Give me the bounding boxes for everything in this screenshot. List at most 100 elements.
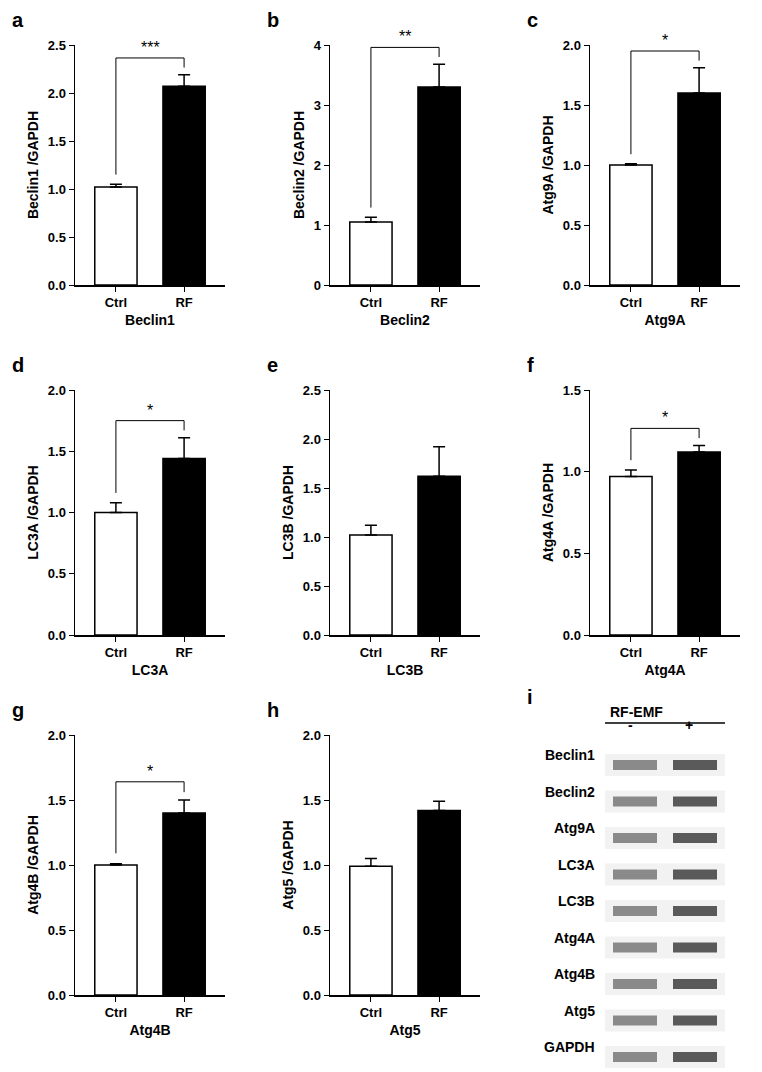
- svg-text:Beclin2 /GAPDH: Beclin2 /GAPDH: [291, 111, 307, 219]
- svg-text:1: 1: [314, 218, 321, 233]
- svg-text:Atg9A /GAPDH: Atg9A /GAPDH: [540, 115, 556, 214]
- svg-text:*: *: [662, 409, 668, 426]
- svg-text:LC3A /GAPDH: LC3A /GAPDH: [25, 465, 41, 559]
- svg-text:Atg4B: Atg4B: [554, 966, 595, 982]
- svg-text:RF: RF: [430, 295, 447, 310]
- svg-text:RF: RF: [175, 645, 192, 660]
- svg-text:1.0: 1.0: [303, 858, 321, 873]
- svg-text:0.0: 0.0: [48, 278, 66, 293]
- svg-text:RF-EMF: RF-EMF: [610, 704, 663, 720]
- svg-text:RF: RF: [430, 645, 447, 660]
- svg-text:+: +: [685, 717, 693, 733]
- svg-text:RF: RF: [690, 295, 707, 310]
- svg-text:1.0: 1.0: [563, 158, 581, 173]
- svg-text:LC3B: LC3B: [387, 662, 424, 678]
- svg-text:***: ***: [141, 39, 160, 56]
- svg-text:4: 4: [314, 38, 322, 53]
- svg-text:1.0: 1.0: [48, 182, 66, 197]
- svg-text:LC3A: LC3A: [558, 857, 595, 873]
- svg-text:0.0: 0.0: [563, 628, 581, 643]
- svg-text:RF: RF: [175, 1005, 192, 1020]
- svg-text:LC3A: LC3A: [132, 662, 169, 678]
- svg-text:e: e: [267, 354, 278, 376]
- svg-text:0.5: 0.5: [48, 566, 66, 581]
- svg-text:RF: RF: [175, 295, 192, 310]
- svg-text:2.0: 2.0: [48, 86, 66, 101]
- svg-text:1.0: 1.0: [303, 530, 321, 545]
- svg-text:Beclin2: Beclin2: [545, 784, 595, 800]
- svg-text:0.0: 0.0: [48, 988, 66, 1003]
- svg-text:Atg4A: Atg4A: [554, 930, 595, 946]
- svg-text:Ctrl: Ctrl: [620, 645, 642, 660]
- svg-text:2.5: 2.5: [48, 38, 66, 53]
- svg-text:0.0: 0.0: [563, 278, 581, 293]
- svg-text:1.0: 1.0: [48, 858, 66, 873]
- svg-text:Atg4A: Atg4A: [644, 662, 685, 678]
- svg-text:h: h: [267, 699, 279, 721]
- svg-text:1.5: 1.5: [303, 793, 321, 808]
- svg-text:0.0: 0.0: [303, 988, 321, 1003]
- svg-text:1.5: 1.5: [48, 134, 66, 149]
- svg-text:3: 3: [314, 98, 321, 113]
- svg-text:2.5: 2.5: [303, 383, 321, 398]
- svg-text:0.5: 0.5: [48, 923, 66, 938]
- svg-text:LC3B: LC3B: [558, 893, 595, 909]
- svg-text:1.5: 1.5: [48, 444, 66, 459]
- svg-text:b: b: [267, 9, 279, 31]
- svg-text:2.0: 2.0: [48, 383, 66, 398]
- svg-text:Ctrl: Ctrl: [105, 645, 127, 660]
- svg-text:*: *: [147, 763, 153, 780]
- svg-text:Ctrl: Ctrl: [105, 295, 127, 310]
- svg-text:LC3B /GAPDH: LC3B /GAPDH: [280, 465, 296, 560]
- svg-text:2.0: 2.0: [563, 38, 581, 53]
- svg-text:Atg5: Atg5: [564, 1003, 595, 1019]
- svg-text:0.5: 0.5: [563, 218, 581, 233]
- svg-text:0.5: 0.5: [303, 923, 321, 938]
- svg-text:Ctrl: Ctrl: [360, 645, 382, 660]
- svg-text:c: c: [527, 9, 538, 31]
- svg-text:RF: RF: [690, 645, 707, 660]
- svg-text:1.5: 1.5: [563, 383, 581, 398]
- svg-text:-: -: [628, 717, 633, 733]
- svg-text:RF: RF: [430, 1005, 447, 1020]
- svg-text:i: i: [527, 686, 533, 708]
- svg-text:0.0: 0.0: [48, 628, 66, 643]
- svg-text:Atg9A: Atg9A: [644, 312, 685, 328]
- svg-text:1.0: 1.0: [48, 505, 66, 520]
- svg-text:0: 0: [314, 278, 321, 293]
- svg-text:Ctrl: Ctrl: [620, 295, 642, 310]
- svg-text:1.0: 1.0: [563, 464, 581, 479]
- svg-text:*: *: [662, 32, 668, 49]
- svg-text:0.5: 0.5: [563, 546, 581, 561]
- svg-text:*: *: [147, 402, 153, 419]
- svg-text:Ctrl: Ctrl: [360, 295, 382, 310]
- svg-text:Atg9A: Atg9A: [554, 820, 595, 836]
- svg-text:Beclin1 /GAPDH: Beclin1 /GAPDH: [25, 111, 41, 219]
- svg-text:2.0: 2.0: [303, 728, 321, 743]
- svg-text:1.5: 1.5: [48, 793, 66, 808]
- svg-text:**: **: [399, 28, 411, 45]
- svg-text:2.0: 2.0: [48, 728, 66, 743]
- svg-text:Ctrl: Ctrl: [105, 1005, 127, 1020]
- svg-text:Beclin2: Beclin2: [380, 312, 430, 328]
- svg-text:Beclin1: Beclin1: [545, 747, 595, 763]
- svg-text:Atg5 /GAPDH: Atg5 /GAPDH: [280, 820, 296, 909]
- svg-text:0.0: 0.0: [303, 628, 321, 643]
- svg-text:Atg4A /GAPDH: Atg4A /GAPDH: [540, 463, 556, 562]
- svg-text:d: d: [12, 354, 24, 376]
- svg-text:f: f: [527, 354, 534, 376]
- svg-text:1.5: 1.5: [303, 481, 321, 496]
- svg-text:a: a: [12, 9, 24, 31]
- svg-text:0.5: 0.5: [48, 230, 66, 245]
- svg-text:2: 2: [314, 158, 321, 173]
- svg-text:2.0: 2.0: [303, 432, 321, 447]
- svg-text:Beclin1: Beclin1: [125, 312, 175, 328]
- svg-text:1.5: 1.5: [563, 98, 581, 113]
- svg-text:Atg4B: Atg4B: [129, 1022, 170, 1038]
- svg-text:Atg4B /GAPDH: Atg4B /GAPDH: [25, 815, 41, 915]
- svg-text:Ctrl: Ctrl: [360, 1005, 382, 1020]
- svg-text:g: g: [12, 699, 24, 721]
- svg-text:0.5: 0.5: [303, 579, 321, 594]
- svg-text:Atg5: Atg5: [389, 1022, 420, 1038]
- svg-text:GAPDH: GAPDH: [544, 1039, 595, 1055]
